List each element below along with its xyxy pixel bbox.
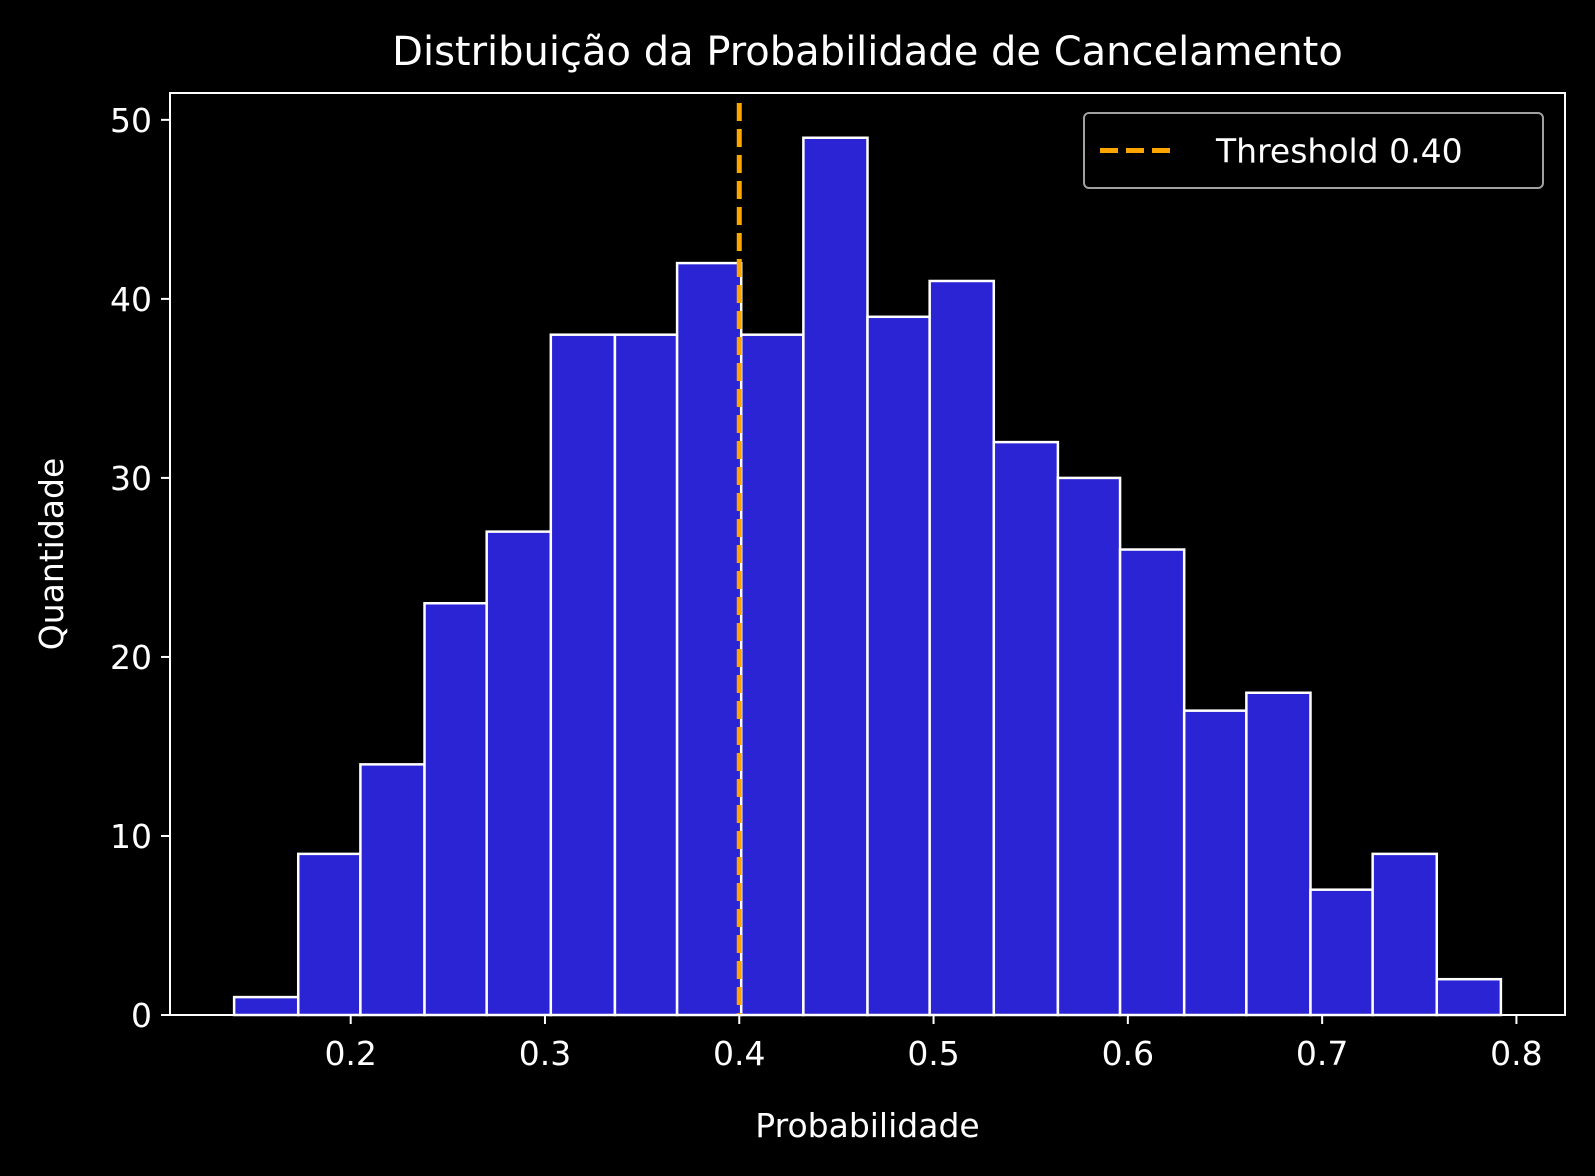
y-axis-label: Quantidade — [32, 458, 71, 651]
y-axis-ticks: 0 10 20 30 40 50 — [110, 101, 170, 1035]
histogram-bar — [549, 333, 617, 1017]
x-axis-label: Probabilidade — [755, 1106, 979, 1145]
x-tick-label: 0.4 — [713, 1034, 765, 1073]
legend-box — [1083, 112, 1544, 189]
x-tick-label: 0.2 — [324, 1034, 376, 1073]
histogram-bar — [1056, 476, 1122, 1017]
histogram-bar — [1182, 709, 1248, 1017]
legend-threshold-label: Threshold 0.40 — [1215, 132, 1463, 171]
y-tick-label: 30 — [110, 459, 152, 498]
histogram-bar — [1435, 977, 1503, 1017]
histogram-bar — [296, 852, 362, 1017]
histogram-bar — [1245, 691, 1312, 1017]
y-tick-label: 50 — [110, 101, 152, 140]
histogram-bar — [232, 995, 300, 1017]
histogram-bar — [613, 333, 679, 1017]
x-tick-label: 0.8 — [1490, 1034, 1542, 1073]
histogram-bar — [675, 261, 743, 1017]
legend: Threshold 0.40 — [1083, 112, 1544, 189]
x-tick-label: 0.5 — [907, 1034, 959, 1073]
histogram-bar — [1309, 888, 1374, 1017]
y-tick-label: 20 — [110, 638, 152, 677]
histogram-bar — [1118, 548, 1186, 1017]
y-tick-label: 10 — [110, 817, 152, 856]
plot-frame — [169, 92, 1566, 1016]
x-tick-label: 0.7 — [1296, 1034, 1348, 1073]
bars-group — [232, 136, 1503, 1017]
histogram-bar — [739, 333, 805, 1017]
histogram-bar — [359, 763, 426, 1017]
x-tick-label: 0.6 — [1102, 1034, 1154, 1073]
histogram-bar — [802, 136, 869, 1017]
histogram-bar — [485, 530, 553, 1017]
y-tick-label: 40 — [110, 280, 152, 319]
x-tick-label: 0.3 — [519, 1034, 571, 1073]
histogram-bar — [1371, 852, 1439, 1017]
histogram-bar — [928, 279, 996, 1017]
chart-title: Distribuição da Probabilidade de Cancela… — [392, 29, 1343, 75]
histogram-bar — [992, 440, 1060, 1017]
histogram-bar — [866, 315, 931, 1017]
y-tick-label: 0 — [131, 996, 152, 1035]
histogram-bar — [423, 601, 488, 1017]
x-axis-ticks: 0.2 0.3 0.4 0.5 0.6 0.7 0.8 — [324, 1015, 1543, 1073]
